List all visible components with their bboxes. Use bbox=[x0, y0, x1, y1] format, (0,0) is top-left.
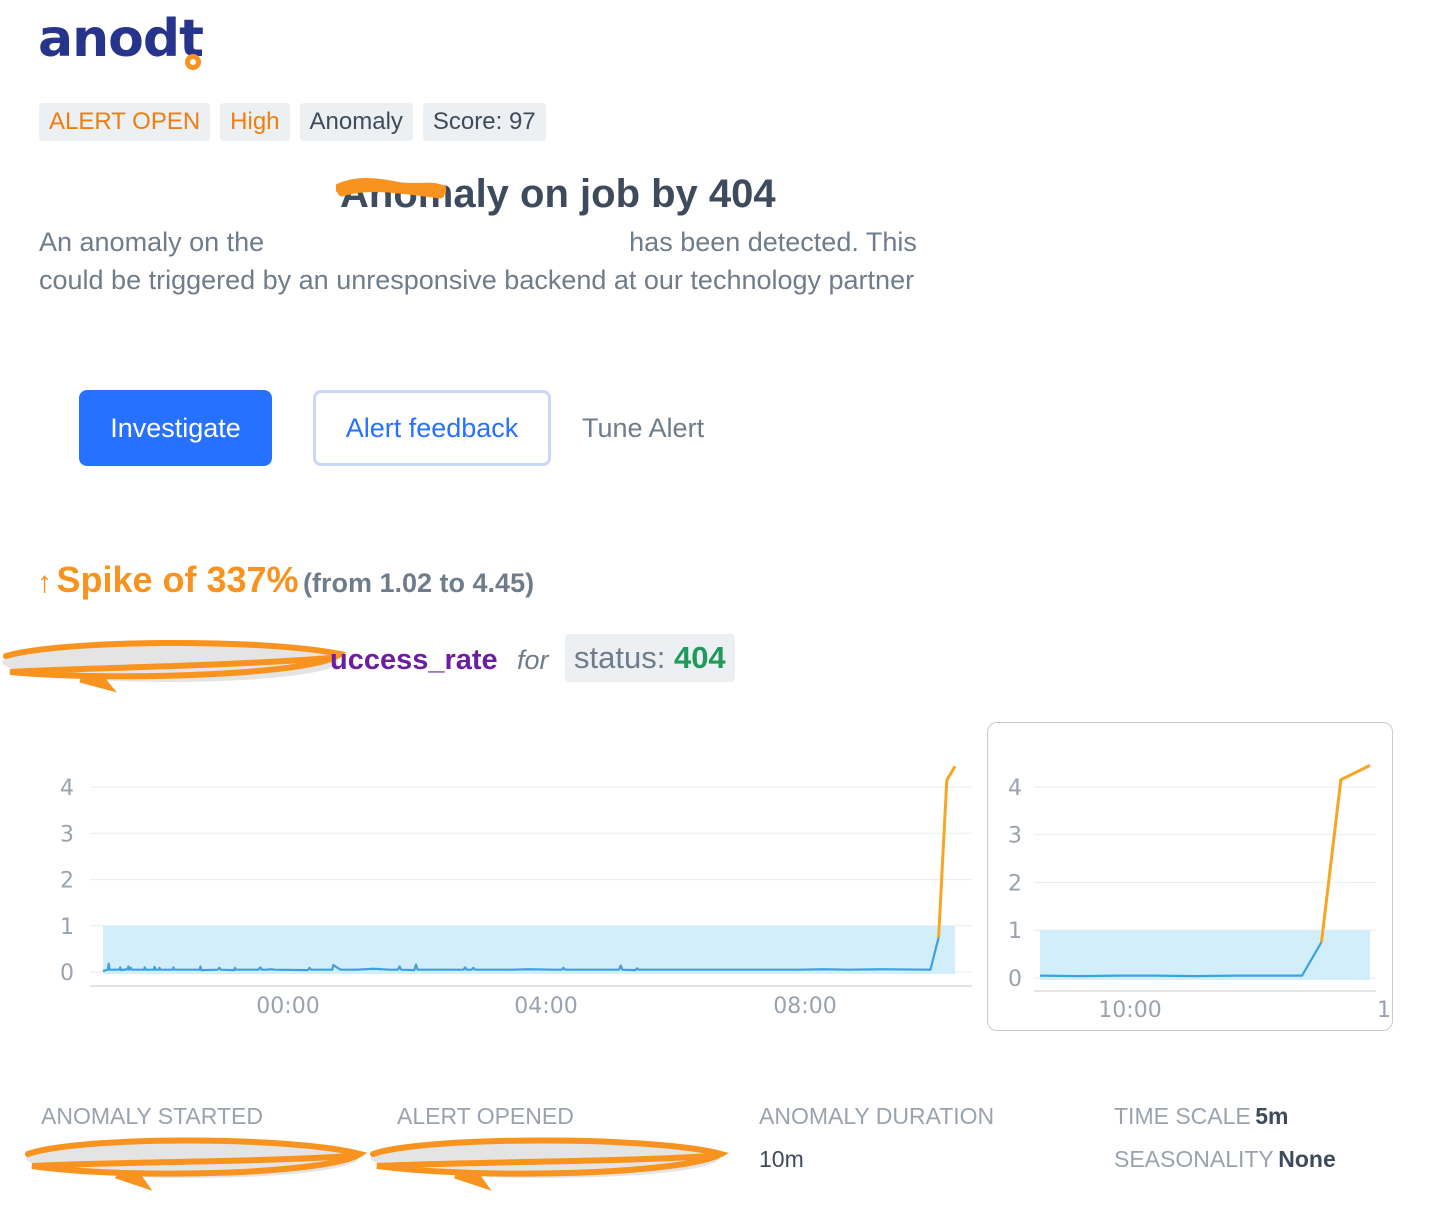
y-tick-label: 0 bbox=[1008, 967, 1022, 992]
y-tick-label: 0 bbox=[60, 961, 74, 986]
type-badge: Anomaly bbox=[299, 103, 413, 141]
y-tick-label: 4 bbox=[60, 776, 74, 801]
severity-badge: High bbox=[220, 103, 290, 141]
tune-alert-link[interactable]: Tune Alert bbox=[582, 413, 705, 443]
spike-detail: (from 1.02 to 4.45) bbox=[303, 568, 535, 598]
normal-series-line bbox=[102, 937, 940, 973]
arrow-up-icon: ↑ bbox=[37, 566, 52, 599]
baseline-band bbox=[103, 925, 955, 974]
x-tick-label: 00:00 bbox=[256, 994, 319, 1019]
alert-description: An anomaly on the has been detected. This… bbox=[39, 223, 939, 299]
metric-for-label: for bbox=[517, 645, 549, 675]
anomaly-chart: 0 1 2 3 4 00:00 04:00 08:00 bbox=[60, 765, 972, 1019]
seasonality-row: SEASONALITY None bbox=[1114, 1144, 1336, 1174]
anodot-logo: anod t bbox=[38, 8, 204, 70]
description-part-2: has been detected. This could be trigger… bbox=[39, 227, 917, 295]
investigate-button[interactable]: Investigate bbox=[79, 390, 272, 466]
x-tick-label: 08:00 bbox=[773, 994, 836, 1019]
zoom-chart-card: 0 1 2 3 4 10:00 1 bbox=[987, 722, 1393, 1031]
normal-series-line bbox=[1039, 941, 1323, 978]
score-badge: Score: 97 bbox=[422, 103, 546, 141]
redaction-scribble bbox=[370, 1137, 729, 1191]
spike-summary: ↑ Spike of 337% (from 1.02 to 4.45) bbox=[37, 556, 534, 612]
time-scale-value: 5m bbox=[1255, 1103, 1289, 1129]
anomaly-series-line bbox=[1319, 764, 1371, 943]
dimension-key: status: bbox=[574, 640, 666, 675]
dimension-value: 404 bbox=[673, 640, 726, 675]
x-tick-label: 10:00 bbox=[1098, 998, 1161, 1023]
anomaly-started-label: ANOMALY STARTED bbox=[41, 1103, 263, 1129]
alert-badges: ALERT OPEN High Anomaly Score: 97 bbox=[39, 103, 546, 141]
redaction-scribble bbox=[25, 1137, 368, 1191]
redaction-scribble bbox=[336, 178, 446, 199]
alert-opened-label: ALERT OPENED bbox=[397, 1103, 574, 1129]
y-tick-label: 3 bbox=[60, 822, 74, 847]
y-tick-label: 4 bbox=[1008, 776, 1022, 801]
y-tick-label: 2 bbox=[60, 869, 74, 894]
x-tick-label: 04:00 bbox=[514, 994, 577, 1019]
status-badge: ALERT OPEN bbox=[39, 103, 211, 141]
description-part-1: An anomaly on the bbox=[39, 227, 265, 257]
y-tick-label: 1 bbox=[1008, 919, 1022, 944]
logo-ring-icon bbox=[185, 54, 202, 70]
dimension-tag: status: 404 bbox=[565, 634, 735, 682]
alert-feedback-button[interactable]: Alert feedback bbox=[313, 390, 551, 466]
metric-name: uccess_rate bbox=[330, 644, 498, 676]
anomaly-duration-value: 10m bbox=[759, 1146, 804, 1172]
x-tick-label: 1 bbox=[1377, 998, 1391, 1023]
y-tick-label: 1 bbox=[60, 915, 74, 940]
y-tick-label: 2 bbox=[1008, 871, 1022, 896]
redaction-scribble bbox=[2, 639, 347, 693]
y-tick-label: 3 bbox=[1008, 824, 1022, 849]
anomaly-series-line bbox=[937, 765, 957, 938]
logo-text: anod bbox=[38, 9, 180, 69]
anomaly-duration-label: ANOMALY DURATION bbox=[759, 1103, 995, 1129]
spike-headline: Spike of 337% bbox=[56, 559, 299, 600]
time-scale-row: TIME SCALE 5m bbox=[1114, 1101, 1288, 1131]
seasonality-label: SEASONALITY bbox=[1114, 1146, 1274, 1172]
zoom-chart: 0 1 2 3 4 10:00 1 bbox=[1008, 764, 1391, 1023]
seasonality-value: None bbox=[1278, 1146, 1336, 1172]
time-scale-label: TIME SCALE bbox=[1114, 1103, 1251, 1129]
